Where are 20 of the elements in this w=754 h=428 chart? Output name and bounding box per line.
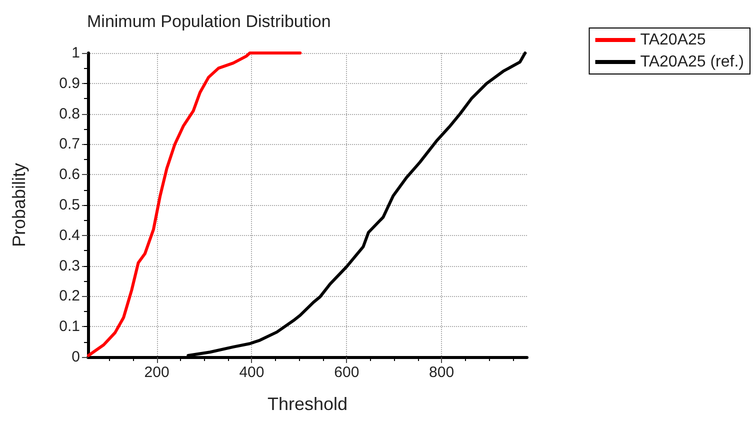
x-tick-label: 800: [429, 364, 454, 381]
y-tick-label: 0.5: [59, 196, 80, 214]
x-tick-label: 600: [334, 364, 360, 381]
chart-title: Minimum Population Distribution: [87, 12, 331, 31]
y-tick-label: 0: [72, 348, 80, 366]
y-tick-label: 0.2: [59, 288, 80, 305]
y-tick-label: 0.9: [59, 74, 80, 92]
y-axis-title: Probability: [9, 162, 29, 248]
y-tick-label: 1: [72, 44, 80, 62]
y-tick-label: 0.6: [59, 166, 80, 184]
legend-label: TA20A25 (ref.): [640, 54, 744, 70]
y-tick-label: 0.7: [59, 136, 80, 153]
legend-label: TA20A25: [640, 32, 706, 48]
y-tick-label: 0.4: [59, 226, 80, 244]
y-tick-label: 0.1: [59, 318, 80, 336]
x-tick-label: 200: [144, 364, 170, 381]
y-tick-label: 0.3: [59, 257, 80, 274]
x-axis-title: Threshold: [267, 394, 348, 414]
x-tick-label: 400: [239, 364, 264, 381]
y-tick-label: 0.8: [59, 105, 80, 122]
